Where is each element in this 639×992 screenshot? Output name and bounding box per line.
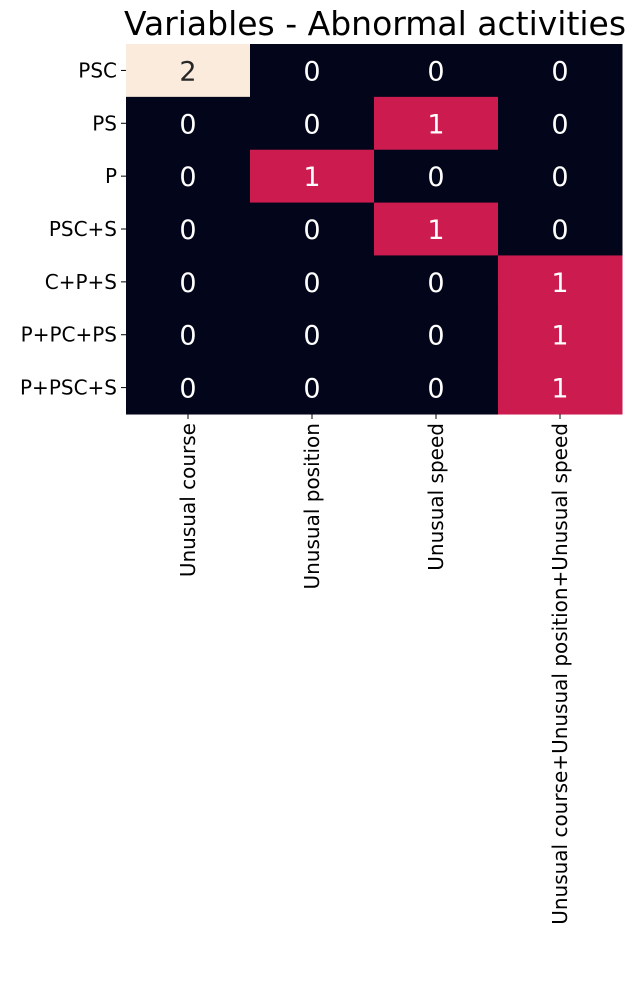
cell-value-label: 1 [427, 215, 444, 246]
cell-value-label: 1 [427, 109, 444, 140]
cell-value-label: 0 [427, 56, 444, 87]
heatmap-cell [126, 96, 251, 151]
heatmap-cell [498, 44, 623, 98]
x-tick-label-unusual-position: Unusual position [300, 423, 324, 589]
heatmap-cell [374, 361, 499, 415]
heatmap-cell [126, 255, 251, 309]
cell-value-label: 0 [551, 109, 568, 140]
heatmap-cell [250, 44, 375, 98]
cell-value-label: 2 [179, 56, 196, 87]
cell-value-label: 0 [179, 268, 196, 299]
heatmap-cell [250, 255, 375, 309]
cell-value-label: 0 [303, 56, 320, 87]
heatmap-cell [498, 202, 623, 256]
y-tick-label-psc-s: PSC+S [49, 217, 117, 241]
y-tick-label-ps: PS [92, 111, 117, 135]
heatmap-cell [250, 96, 375, 151]
cell-value-label: 0 [179, 374, 196, 405]
cell-value-label: 0 [303, 268, 320, 299]
cell-value-label: 0 [303, 374, 320, 405]
heatmap-cell [498, 149, 623, 204]
cell-value-label: 0 [427, 374, 444, 405]
cell-value-label: 0 [551, 162, 568, 193]
y-tick-label-p-pc-ps: P+PC+PS [21, 323, 117, 347]
cell-value-label: 0 [179, 321, 196, 352]
heatmap-cell [374, 44, 499, 98]
heatmap-cell [374, 149, 499, 204]
heatmap-cell [374, 96, 499, 151]
x-tick-label-unusual-course: Unusual course [176, 423, 200, 577]
heatmap-cell-labels: 2 0 0 0 0 0 1 0 0 1 0 0 0 0 1 0 0 0 0 1 0 0 0 1 0 0 0 1 [179, 56, 568, 404]
heatmap-cell [126, 202, 251, 256]
cell-value-label: 0 [427, 321, 444, 352]
heatmap-cell [498, 255, 623, 309]
heatmap-cell [374, 255, 499, 309]
heatmap-cell [374, 202, 499, 256]
heatmap-cell [498, 96, 623, 151]
heatmap-cell [498, 361, 623, 415]
heatmap-cell [250, 308, 375, 362]
cell-value-label: 0 [303, 109, 320, 140]
heatmap-cell [250, 149, 375, 204]
cell-value-label: 1 [303, 162, 320, 193]
y-tick-label-p-psc-s: P+PSC+S [20, 376, 117, 400]
heatmap-cell [498, 308, 623, 362]
x-tick-label-unusual-course-unusual-position-unusual-speed: Unusual course+Unusual position+Unusual … [548, 423, 572, 925]
chart-title: Variables - Abnormal activities [124, 4, 626, 43]
heatmap-cells [126, 44, 623, 415]
cell-value-label: 0 [551, 215, 568, 246]
cell-value-label: 0 [427, 162, 444, 193]
cell-value-label: 0 [179, 162, 196, 193]
cell-value-label: 0 [179, 215, 196, 246]
cell-value-label: 0 [303, 215, 320, 246]
cell-value-label: 0 [179, 109, 196, 140]
x-tick-label-unusual-speed: Unusual speed [424, 423, 448, 571]
heatmap-cell [250, 202, 375, 256]
cell-value-label: 1 [551, 321, 568, 352]
cell-value-label: 1 [551, 374, 568, 405]
y-tick-label-c-p-s: C+P+S [45, 270, 117, 294]
heatmap-cell [374, 308, 499, 362]
heatmap-cell [126, 149, 251, 204]
heatmap-cell [126, 308, 251, 362]
cell-value-label: 0 [427, 268, 444, 299]
y-axis: PSC PS P PSC+S C+P+S P+PC+PS P+PSC+S [20, 58, 126, 400]
y-tick-label-p: P [105, 164, 117, 188]
heatmap-cell [126, 361, 251, 415]
cell-value-label: 0 [551, 56, 568, 87]
cell-value-label: 1 [551, 268, 568, 299]
cell-value-label: 0 [303, 321, 320, 352]
heatmap-cell [250, 361, 375, 415]
y-tick-label-psc: PSC [78, 58, 117, 82]
x-axis: Unusual course Unusual position Unusual sp… [176, 414, 572, 925]
heatmap-cell [126, 44, 251, 98]
